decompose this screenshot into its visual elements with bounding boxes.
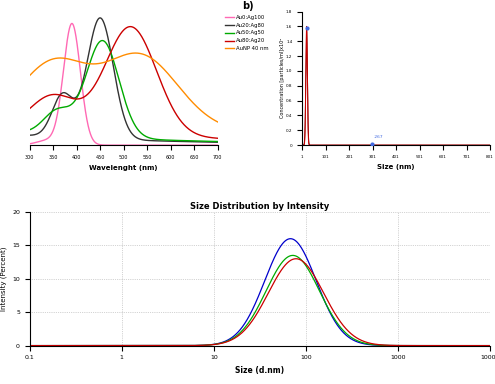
Line: Au80:Ag20: Au80:Ag20 <box>30 26 218 138</box>
Au50:Ag50 <box>118 85 124 90</box>
AuNP 40 nm <box>175 83 181 88</box>
Au0:Ag100 <box>36 139 42 144</box>
Au80:Ag20 <box>127 24 133 29</box>
AuNP 40 nm <box>113 56 119 60</box>
Au50:Ag50 <box>99 38 105 43</box>
Au50:Ag50 <box>209 139 215 144</box>
Au0:Ag100 <box>27 141 33 146</box>
Y-axis label: Intensity (Percent): Intensity (Percent) <box>0 247 6 311</box>
X-axis label: Wavelenght (nm): Wavelenght (nm) <box>90 166 158 171</box>
Au80:Ag20 <box>175 114 181 119</box>
Au80:Ag20 <box>118 31 124 35</box>
AuNP 40 nm <box>209 117 215 121</box>
Au0:Ag100 <box>209 143 215 147</box>
Au50:Ag50 <box>215 139 221 144</box>
Au20:Ag80 <box>97 16 103 20</box>
Au20:Ag80 <box>27 133 33 137</box>
Au50:Ag50 <box>113 67 119 72</box>
AuNP 40 nm <box>118 54 124 58</box>
Au80:Ag20 <box>113 39 119 43</box>
Line: Au20:Ag80: Au20:Ag80 <box>30 18 218 142</box>
Line: Au0:Ag100: Au0:Ag100 <box>30 23 218 145</box>
Au20:Ag80 <box>209 140 215 144</box>
Au0:Ag100 <box>215 143 221 147</box>
Y-axis label: Concentration [particles/ml]x10⁹: Concentration [particles/ml]x10⁹ <box>280 38 285 118</box>
X-axis label: Size (d.nm): Size (d.nm) <box>235 366 285 375</box>
Au20:Ag80 <box>113 79 119 84</box>
Legend: Au0:Ag100, Au20:Ag80, Au50:Ag50, Au80:Ag20, AuNP 40 nm: Au0:Ag100, Au20:Ag80, Au50:Ag50, Au80:Ag… <box>224 14 269 52</box>
AuNP 40 nm <box>133 51 139 55</box>
Au20:Ag80 <box>209 140 215 144</box>
Line: AuNP 40 nm: AuNP 40 nm <box>30 53 218 122</box>
AuNP 40 nm <box>36 64 42 69</box>
Au80:Ag20 <box>209 136 215 140</box>
Au0:Ag100 <box>175 143 181 147</box>
Au50:Ag50 <box>36 121 42 126</box>
X-axis label: Size (nm): Size (nm) <box>377 164 415 170</box>
Au0:Ag100 <box>113 143 119 147</box>
AuNP 40 nm <box>215 119 221 124</box>
Au20:Ag80 <box>215 140 221 144</box>
Au20:Ag80 <box>175 139 181 144</box>
Au20:Ag80 <box>118 104 124 108</box>
Au50:Ag50 <box>209 139 215 144</box>
Au20:Ag80 <box>36 131 42 135</box>
Title: Size Distribution by Intensity: Size Distribution by Intensity <box>190 202 330 211</box>
Line: Au50:Ag50: Au50:Ag50 <box>30 41 218 142</box>
AuNP 40 nm <box>209 116 215 121</box>
Au50:Ag50 <box>175 138 181 143</box>
Au80:Ag20 <box>215 136 221 141</box>
Au50:Ag50 <box>27 127 33 132</box>
Text: .267: .267 <box>374 136 383 139</box>
Au0:Ag100 <box>209 143 215 147</box>
Au80:Ag20 <box>209 136 215 140</box>
Text: b): b) <box>242 1 253 11</box>
Au80:Ag20 <box>36 98 42 103</box>
Au80:Ag20 <box>27 106 33 111</box>
Au0:Ag100 <box>118 143 124 147</box>
AuNP 40 nm <box>27 73 33 78</box>
Au0:Ag100 <box>69 21 75 26</box>
